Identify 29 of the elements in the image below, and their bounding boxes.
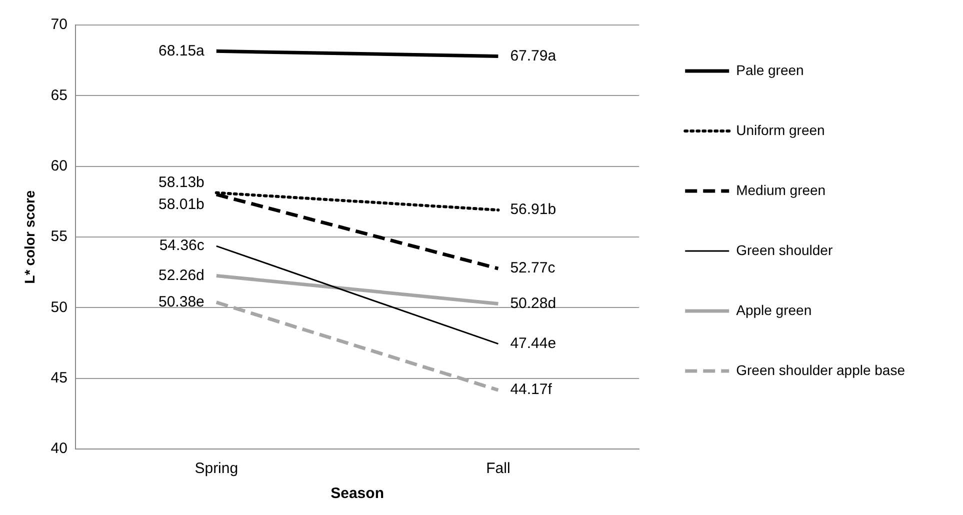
x-axis-title: Season xyxy=(330,485,384,502)
data-label: 52.26d xyxy=(158,266,204,284)
legend-label: Apple green xyxy=(736,302,812,318)
data-label: 67.79a xyxy=(510,47,557,64)
legend-label: Pale green xyxy=(736,62,804,78)
y-tick-label: 50 xyxy=(50,298,68,316)
data-label: 44.17f xyxy=(510,381,553,398)
y-axis-title: L* color score xyxy=(21,190,38,284)
data-label: 47.44e xyxy=(510,334,556,352)
data-label: 50.28d xyxy=(510,294,556,312)
data-label: 56.91b xyxy=(510,201,556,218)
y-tick-label: 55 xyxy=(50,228,68,246)
y-tick-label: 60 xyxy=(50,157,68,174)
data-label: 58.01b xyxy=(158,196,204,213)
data-label: 54.36c xyxy=(159,237,205,254)
legend-label: Uniform green xyxy=(736,122,825,138)
legend-label: Medium green xyxy=(736,182,826,198)
legend-label: Green shoulder xyxy=(736,242,833,258)
data-label: 68.15a xyxy=(158,42,206,60)
x-tick-label: Fall xyxy=(486,460,510,478)
data-label: 52.77c xyxy=(510,260,556,277)
y-tick-label: 65 xyxy=(50,86,68,104)
y-tick-label: 70 xyxy=(50,16,68,34)
x-tick-label: Spring xyxy=(194,460,238,478)
y-tick-label: 45 xyxy=(50,369,68,386)
data-label: 58.13b xyxy=(158,174,204,191)
y-tick-label: 40 xyxy=(50,440,68,458)
legend-label: Green shoulder apple base xyxy=(736,362,906,378)
data-label: 50.38e xyxy=(158,293,204,310)
